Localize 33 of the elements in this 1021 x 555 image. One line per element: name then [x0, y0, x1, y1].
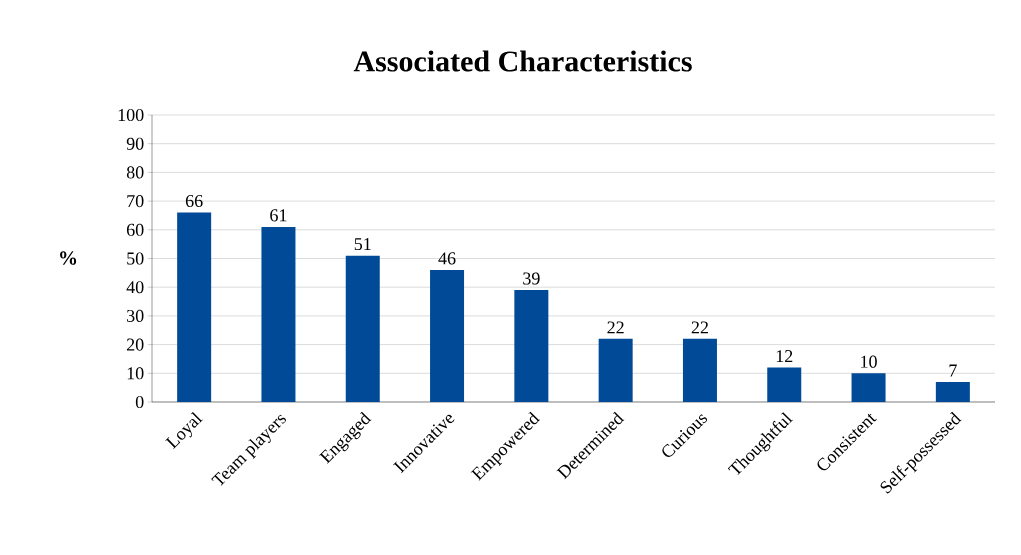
bar: [430, 269, 465, 402]
chart-title: Associated Characteristics: [353, 50, 692, 72]
bar: [682, 338, 717, 402]
y-tick-label: 80: [126, 166, 144, 179]
data-label: 12: [776, 350, 793, 363]
data-label: 22: [607, 321, 624, 334]
y-tick-label: 90: [126, 137, 144, 150]
bar: [177, 212, 212, 402]
bar: [345, 255, 380, 402]
y-tick-label: 0: [135, 395, 144, 409]
data-label: 46: [438, 252, 456, 265]
y-tick-label: 70: [127, 195, 144, 208]
bar: [851, 373, 886, 402]
y-tick-label: 10: [127, 367, 144, 380]
data-label: 66: [185, 194, 203, 208]
bar: [767, 367, 802, 402]
y-tick-label: 40: [126, 281, 144, 294]
bar: [935, 381, 970, 402]
data-label: 7: [949, 364, 957, 377]
data-label: 51: [354, 238, 371, 251]
data-label: 10: [861, 355, 877, 368]
y-tick-label: 60: [126, 223, 144, 236]
y-tick-label: 100: [118, 108, 144, 122]
data-label: 39: [523, 272, 540, 285]
bar: [514, 290, 549, 402]
y-tick-label: 20: [126, 338, 144, 351]
y-tick-label: 30: [127, 309, 144, 322]
bar: [261, 226, 296, 402]
data-label: 22: [691, 321, 708, 334]
y-axis-title: %: [60, 251, 77, 265]
y-tick-label: 50: [127, 252, 144, 265]
data-label: 61: [270, 209, 287, 222]
bar: [598, 338, 633, 402]
